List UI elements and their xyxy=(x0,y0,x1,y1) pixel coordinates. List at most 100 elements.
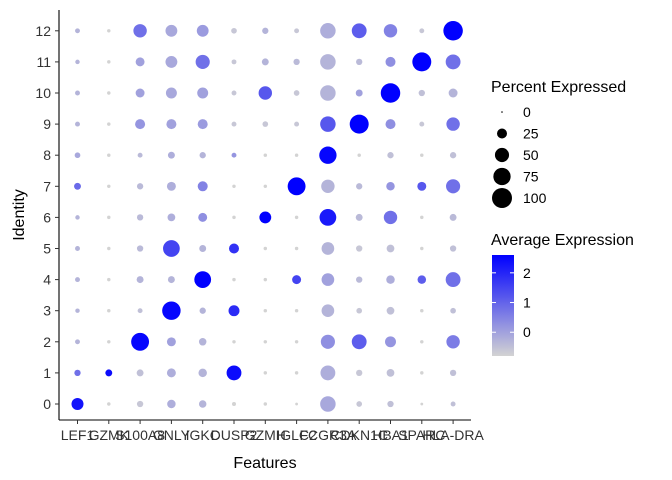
dot-GNLY-8 xyxy=(167,151,175,159)
dot-S100A8-3 xyxy=(137,308,143,314)
dot-GZMK-1 xyxy=(105,369,113,377)
dot-CDKN1C-8 xyxy=(357,153,361,157)
dot-IGKC-4 xyxy=(194,271,212,288)
dot-SPARC-7 xyxy=(417,181,427,191)
dot-HBA1-12 xyxy=(383,24,398,38)
dot-FCGR3A-7 xyxy=(321,179,335,194)
dot-IGLC2-0 xyxy=(295,402,299,406)
dot-SPARC-10 xyxy=(418,89,425,97)
dot-IGLC2-6 xyxy=(294,215,299,220)
dot-IGKC-12 xyxy=(196,24,209,37)
dot-HBA1-11 xyxy=(385,56,396,67)
dot-LEF1-6 xyxy=(75,215,80,220)
dot-GNLY-0 xyxy=(167,399,176,409)
dot-GNLY-4 xyxy=(167,276,175,284)
dot-LEF1-2 xyxy=(75,339,80,345)
dot-IGLC2-5 xyxy=(294,246,299,251)
dot-SPARC-11 xyxy=(412,52,432,72)
dot-GZMK-7 xyxy=(107,184,111,189)
dot-GZMH-10 xyxy=(258,86,273,100)
dot-GZMH-12 xyxy=(262,27,269,34)
size-legend-label: 25 xyxy=(523,126,539,142)
dot-S100A8-0 xyxy=(136,400,144,408)
dot-IGKC-3 xyxy=(199,307,206,314)
dot-CDKN1C-9 xyxy=(349,114,369,134)
dot-HLA-DRA-8 xyxy=(449,152,457,159)
dot-GNLY-6 xyxy=(167,213,176,222)
dot-LEF1-7 xyxy=(74,182,81,190)
dot-S100A8-4 xyxy=(136,276,144,284)
x-tick-label: IGLC2 xyxy=(276,427,317,443)
dot-GZMK-6 xyxy=(107,215,111,220)
dot-HBA1-10 xyxy=(380,83,401,103)
dot-DUSP2-5 xyxy=(229,243,239,254)
dot-HBA1-0 xyxy=(387,400,394,408)
dot-DUSP2-12 xyxy=(231,27,237,34)
dot-DUSP2-10 xyxy=(231,90,237,96)
dot-LEF1-12 xyxy=(75,28,80,34)
dot-HBA1-5 xyxy=(386,244,395,253)
dot-HBA1-8 xyxy=(387,152,394,159)
dot-FCGR3A-11 xyxy=(320,54,336,70)
dot-GZMK-10 xyxy=(107,91,111,95)
dot-HLA-DRA-12 xyxy=(443,21,463,41)
dot-CDKN1C-0 xyxy=(356,401,363,407)
dot-IGKC-2 xyxy=(198,338,207,346)
dot-GZMH-8 xyxy=(263,153,268,157)
y-tick-label: 8 xyxy=(43,147,51,163)
dot-LEF1-10 xyxy=(75,90,80,96)
dot-HBA1-6 xyxy=(383,210,398,225)
dot-DUSP2-2 xyxy=(232,340,236,344)
size-legend-dot xyxy=(493,167,511,186)
dot-IGKC-6 xyxy=(198,212,208,222)
dot-GZMH-11 xyxy=(261,58,269,66)
dot-CDKN1C-12 xyxy=(351,23,367,39)
dot-IGKC-10 xyxy=(197,87,209,99)
dot-HLA-DRA-6 xyxy=(449,213,457,221)
x-tick-label: HBA1 xyxy=(372,427,409,443)
x-tick-label: FCGR3A xyxy=(300,427,357,443)
y-tick-label: 7 xyxy=(43,178,51,194)
dot-SPARC-5 xyxy=(420,246,424,251)
dot-DUSP2-4 xyxy=(232,277,236,282)
dot-S100A8-2 xyxy=(131,332,150,351)
dot-FCGR3A-8 xyxy=(319,146,337,164)
y-tick-label: 6 xyxy=(43,209,51,225)
y-tick-label: 9 xyxy=(43,116,51,132)
dot-LEF1-4 xyxy=(75,277,80,283)
dot-FCGR3A-1 xyxy=(320,365,336,381)
dot-GNLY-5 xyxy=(163,240,180,257)
dot-GNLY-2 xyxy=(166,337,176,347)
dot-DUSP2-7 xyxy=(232,184,236,189)
x-tick-label: LEF1 xyxy=(61,427,95,443)
dot-GZMH-0 xyxy=(263,402,268,406)
dot-IGLC2-10 xyxy=(293,90,300,96)
dot-HBA1-9 xyxy=(385,119,396,130)
dot-IGLC2-7 xyxy=(287,177,306,196)
y-tick-label: 0 xyxy=(43,396,51,412)
x-tick-label: SPARC xyxy=(398,427,445,443)
dot-S100A8-9 xyxy=(135,119,146,130)
dot-HLA-DRA-5 xyxy=(449,245,457,252)
dot-HLA-DRA-1 xyxy=(449,369,457,377)
dot-GZMK-5 xyxy=(107,246,111,251)
x-tick-label: CDKN1C xyxy=(330,427,388,443)
dot-GZMH-7 xyxy=(263,184,268,189)
x-tick-label: IGKC xyxy=(186,427,220,443)
x-axis-title: Features xyxy=(233,455,296,472)
size-legend-title: Percent Expressed xyxy=(491,79,626,96)
dot-IGKC-9 xyxy=(197,119,208,130)
size-legend-label: 100 xyxy=(523,190,547,206)
color-legend-label: 0 xyxy=(523,324,531,340)
dot-SPARC-2 xyxy=(420,340,424,344)
dot-GNLY-1 xyxy=(166,368,176,378)
dot-HLA-DRA-11 xyxy=(445,54,461,70)
y-tick-label: 12 xyxy=(35,23,51,39)
dot-GZMK-4 xyxy=(107,277,111,282)
dot-GNLY-10 xyxy=(165,87,177,99)
dot-GZMK-3 xyxy=(107,308,111,313)
dot-HLA-DRA-4 xyxy=(445,272,461,288)
dot-S100A8-8 xyxy=(137,152,143,158)
dot-S100A8-12 xyxy=(133,24,147,38)
